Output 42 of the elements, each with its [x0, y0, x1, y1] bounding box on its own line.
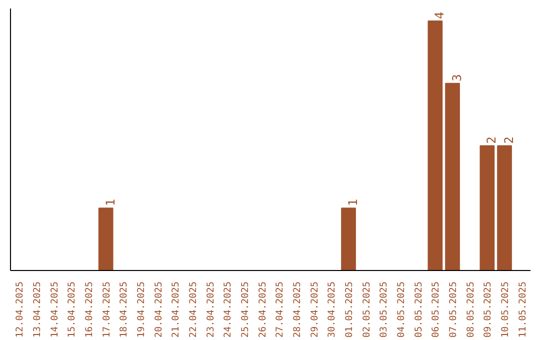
x-tick-label: 07.05.2025 [448, 281, 459, 338]
x-tick-label: 24.04.2025 [222, 281, 234, 338]
x-tick-label: 10.05.2025 [500, 281, 511, 338]
x-tick-label: 16.04.2025 [84, 281, 95, 338]
x-tick-label: 12.04.2025 [14, 281, 26, 338]
x-tick-label: 22.04.2025 [188, 281, 199, 338]
x-tick-label: 23.04.2025 [205, 281, 216, 338]
x-tick-label: 19.04.2025 [136, 281, 147, 338]
bar [98, 208, 114, 270]
x-tick-label: 05.05.2025 [413, 281, 424, 338]
bar [428, 20, 443, 270]
data-label: 1 [346, 198, 360, 206]
bar [480, 145, 495, 270]
x-tick-label: 01.05.2025 [344, 281, 355, 338]
data-label: 4 [432, 12, 447, 19]
x-tick-label: 28.04.2025 [292, 281, 303, 338]
x-tick-label: 14.04.2025 [49, 281, 60, 338]
x-tick-label: 15.04.2025 [66, 281, 78, 338]
x-tick-label: 17.04.2025 [101, 281, 112, 338]
x-tick-label: 25.04.2025 [240, 281, 251, 338]
x-tick-label: 29.04.2025 [309, 281, 320, 338]
x-tick-label: 13.04.2025 [32, 281, 43, 338]
bar [341, 208, 356, 270]
bar [445, 82, 460, 270]
x-tick-label: 21.04.2025 [170, 281, 182, 338]
x-tick-label: 26.04.2025 [257, 281, 268, 338]
x-tick-label: 09.05.2025 [482, 281, 494, 338]
x-tick-label: 02.05.2025 [361, 281, 372, 338]
x-tick-label: 06.05.2025 [430, 281, 442, 338]
bar [497, 145, 512, 270]
x-tick-label: 18.04.2025 [118, 281, 130, 338]
x-tick-label: 03.05.2025 [378, 281, 390, 338]
data-label: 3 [450, 74, 464, 82]
x-tick-label: 11.05.2025 [517, 281, 528, 338]
x-tick-label: 04.05.2025 [396, 281, 407, 338]
x-tick-label: 30.04.2025 [326, 281, 338, 338]
x-tick-label: 08.05.2025 [465, 281, 476, 338]
data-label: 1 [103, 198, 118, 206]
data-label: 2 [502, 136, 516, 144]
x-tick-label: 20.04.2025 [153, 281, 164, 338]
x-tick-label: 27.04.2025 [274, 281, 286, 338]
data-label: 2 [484, 136, 499, 144]
